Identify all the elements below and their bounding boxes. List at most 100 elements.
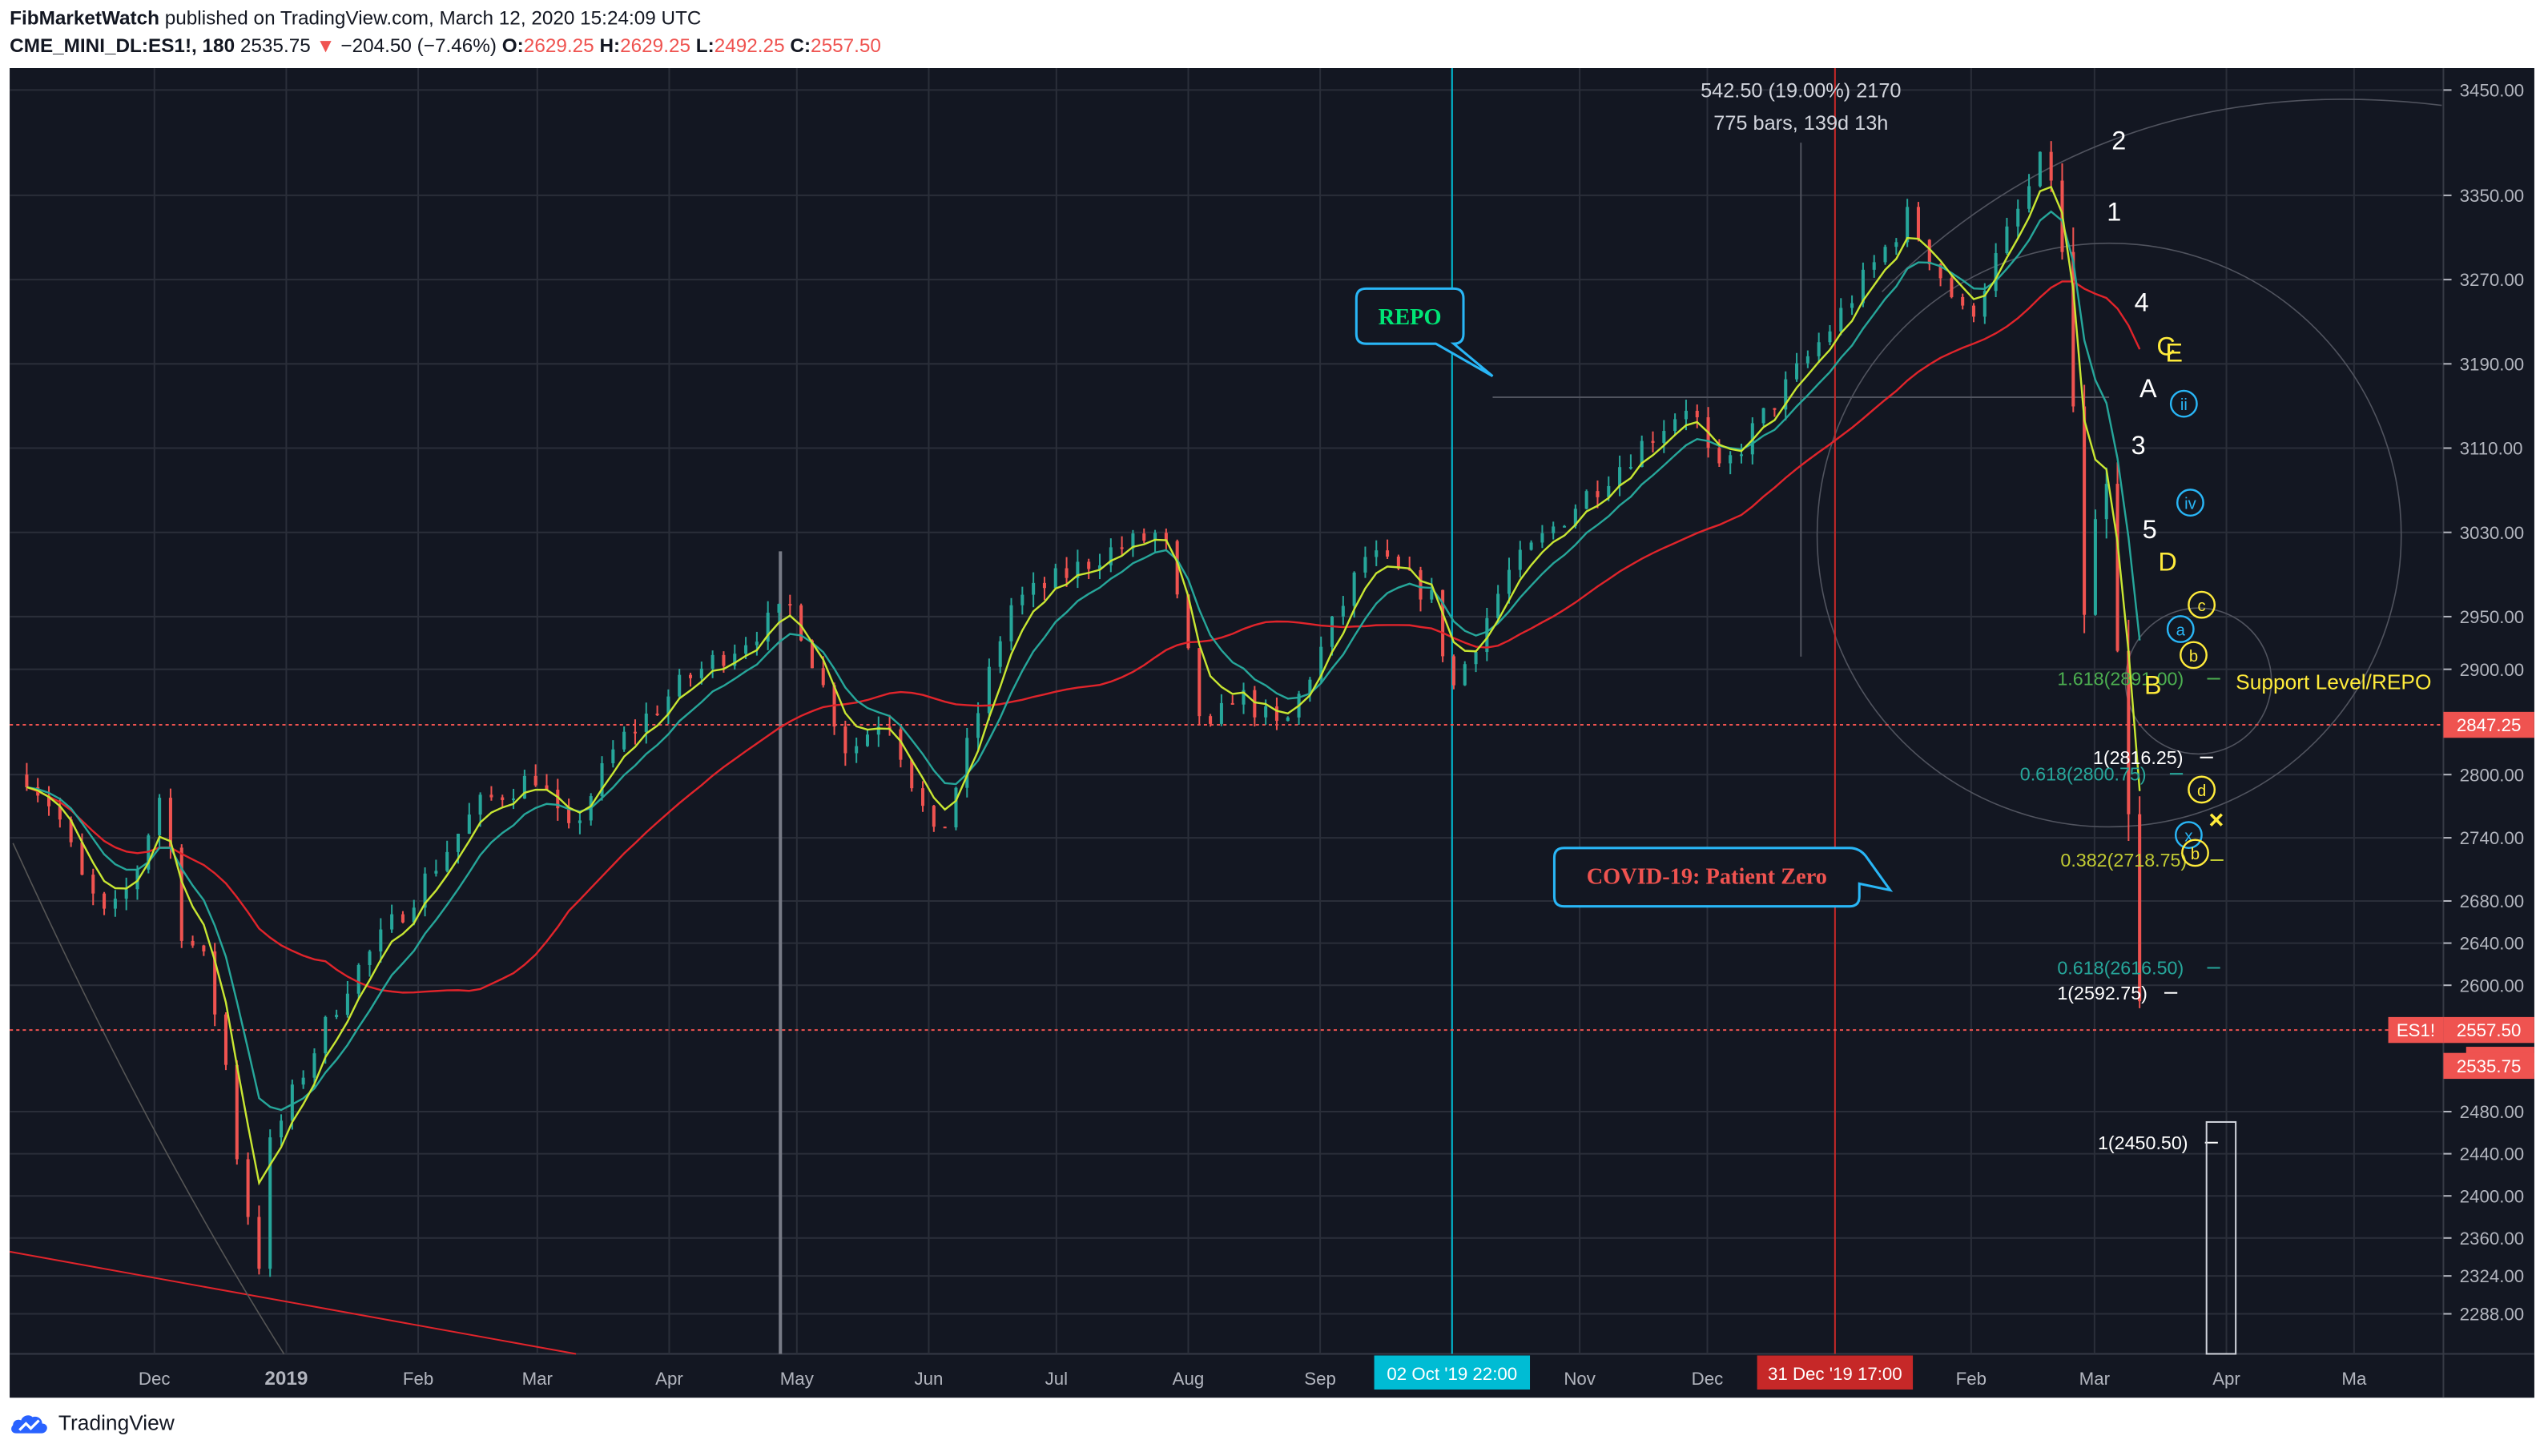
candle-body bbox=[1573, 509, 1577, 526]
candle-body bbox=[876, 726, 880, 735]
candle-body bbox=[1640, 440, 1644, 468]
candle-body bbox=[1419, 569, 1423, 600]
candle-body bbox=[622, 731, 626, 750]
open-label: O: bbox=[501, 34, 524, 57]
candle-body bbox=[280, 1120, 284, 1138]
candle-body bbox=[976, 713, 980, 738]
candle-body bbox=[467, 814, 471, 834]
x-marker: × bbox=[2208, 806, 2224, 835]
candle-body bbox=[1253, 690, 1257, 718]
grid-lines bbox=[10, 68, 2444, 1354]
open-value: 2629.25 bbox=[523, 34, 594, 57]
candle-body bbox=[1264, 706, 1268, 718]
candle-body bbox=[301, 1077, 305, 1085]
price-tick-label: 2740.00 bbox=[2460, 828, 2525, 848]
fib-level-label: 0.618(2616.50) bbox=[2057, 958, 2184, 979]
wave-circle bbox=[2188, 590, 2216, 619]
tradingview-footer[interactable]: TradingView bbox=[10, 1410, 175, 1435]
price-label-tag bbox=[2388, 1016, 2444, 1044]
vertical-marker-tag bbox=[1757, 1355, 1914, 1390]
candle-body bbox=[1518, 549, 1522, 570]
candle-body bbox=[699, 668, 703, 678]
candle-body bbox=[1363, 557, 1367, 573]
candle-body bbox=[1198, 648, 1202, 717]
wave-circle-label: c bbox=[2198, 597, 2206, 615]
candle-body bbox=[611, 749, 615, 763]
candle-body bbox=[1341, 605, 1345, 617]
candle-body bbox=[1584, 491, 1588, 509]
price-label-text: 2847.25 bbox=[2457, 715, 2522, 735]
author-name[interactable]: FibMarketWatch bbox=[10, 6, 159, 30]
vertical-markers bbox=[1451, 68, 1836, 1354]
candle-body bbox=[69, 819, 73, 843]
candle-body bbox=[91, 875, 95, 894]
fib-level-label: 0.382(2718.75) bbox=[2060, 850, 2187, 871]
candle-body bbox=[46, 795, 51, 806]
candle-body bbox=[58, 806, 62, 820]
candle-body bbox=[1042, 582, 1046, 589]
price-label-text: 2535.75 bbox=[2457, 1056, 2522, 1076]
candle-body bbox=[2027, 186, 2031, 209]
time-axis[interactable]: Dec 2019 Feb Mar Apr May Jun Jul Aug Sep Nov Dec Feb… bbox=[139, 1355, 2367, 1390]
price-tick-label: 2680.00 bbox=[2460, 891, 2525, 911]
time-tick-label: Feb bbox=[403, 1369, 433, 1389]
candle-body bbox=[987, 666, 991, 714]
candle-body bbox=[202, 945, 206, 951]
fib-level-label: 1(2816.25) bbox=[2093, 747, 2184, 768]
candle-body bbox=[1761, 408, 1765, 424]
candle-body bbox=[2115, 484, 2119, 651]
candle-body bbox=[191, 940, 195, 946]
price-label-tag bbox=[2443, 1016, 2534, 1044]
candle-body bbox=[921, 788, 925, 806]
candle-body bbox=[943, 827, 947, 829]
candle-body bbox=[799, 605, 803, 641]
candle-body bbox=[545, 785, 549, 790]
price-tick-label: 2440.00 bbox=[2460, 1144, 2525, 1164]
candle-body bbox=[1529, 542, 1533, 550]
candle-body bbox=[733, 654, 737, 666]
publish-line: FibMarketWatch published on TradingView.… bbox=[10, 6, 701, 29]
candle-body bbox=[179, 847, 183, 941]
candle-body bbox=[2038, 151, 2042, 187]
projection-box bbox=[2205, 1120, 2237, 1355]
candle-body bbox=[356, 964, 360, 994]
candle-body bbox=[1076, 561, 1080, 578]
time-tick-label: Sep bbox=[1304, 1369, 1336, 1389]
tradingview-brand: TradingView bbox=[58, 1410, 175, 1435]
candle-body bbox=[600, 762, 604, 797]
candle-body bbox=[1352, 572, 1356, 606]
candle-body bbox=[2016, 208, 2020, 227]
time-tick-label: Apr bbox=[655, 1369, 683, 1389]
candle-body bbox=[1552, 526, 1556, 533]
candle-body bbox=[899, 729, 903, 760]
candle-body bbox=[1109, 547, 1113, 565]
candle-body bbox=[456, 833, 461, 852]
fib-circle bbox=[1816, 242, 2402, 828]
candle-body bbox=[1662, 431, 1666, 443]
price-tick-label: 2950.00 bbox=[2460, 607, 2525, 627]
candle-body bbox=[1739, 454, 1744, 457]
candle-body bbox=[124, 889, 128, 899]
fan-arc bbox=[12, 843, 285, 1354]
price-axis[interactable]: 3450.00 3350.00 3270.00 3190.00 3110.00 3030.… bbox=[2443, 81, 2524, 1325]
candle-body bbox=[235, 1064, 239, 1160]
time-tick-label: Mar bbox=[522, 1369, 553, 1389]
candle-body bbox=[268, 1137, 272, 1269]
measure-bars-label: 775 bars, 139d 13h bbox=[1713, 112, 1888, 135]
high-value: 2629.25 bbox=[620, 34, 691, 57]
vertical-marker-label: 31 Dec '19 17:00 bbox=[1768, 1364, 1902, 1384]
time-tick-label: Dec bbox=[139, 1369, 171, 1389]
candle-body bbox=[932, 806, 936, 827]
candle-body bbox=[1209, 716, 1213, 724]
candle-body bbox=[1938, 263, 1942, 279]
wave-label: 1 bbox=[2107, 197, 2121, 226]
candle-body bbox=[755, 642, 759, 646]
candle-body bbox=[1430, 589, 1434, 600]
candle-body bbox=[522, 775, 526, 799]
candle-body bbox=[722, 654, 726, 666]
candle-body bbox=[1386, 550, 1390, 557]
wave-circle-label: a bbox=[2176, 622, 2186, 640]
